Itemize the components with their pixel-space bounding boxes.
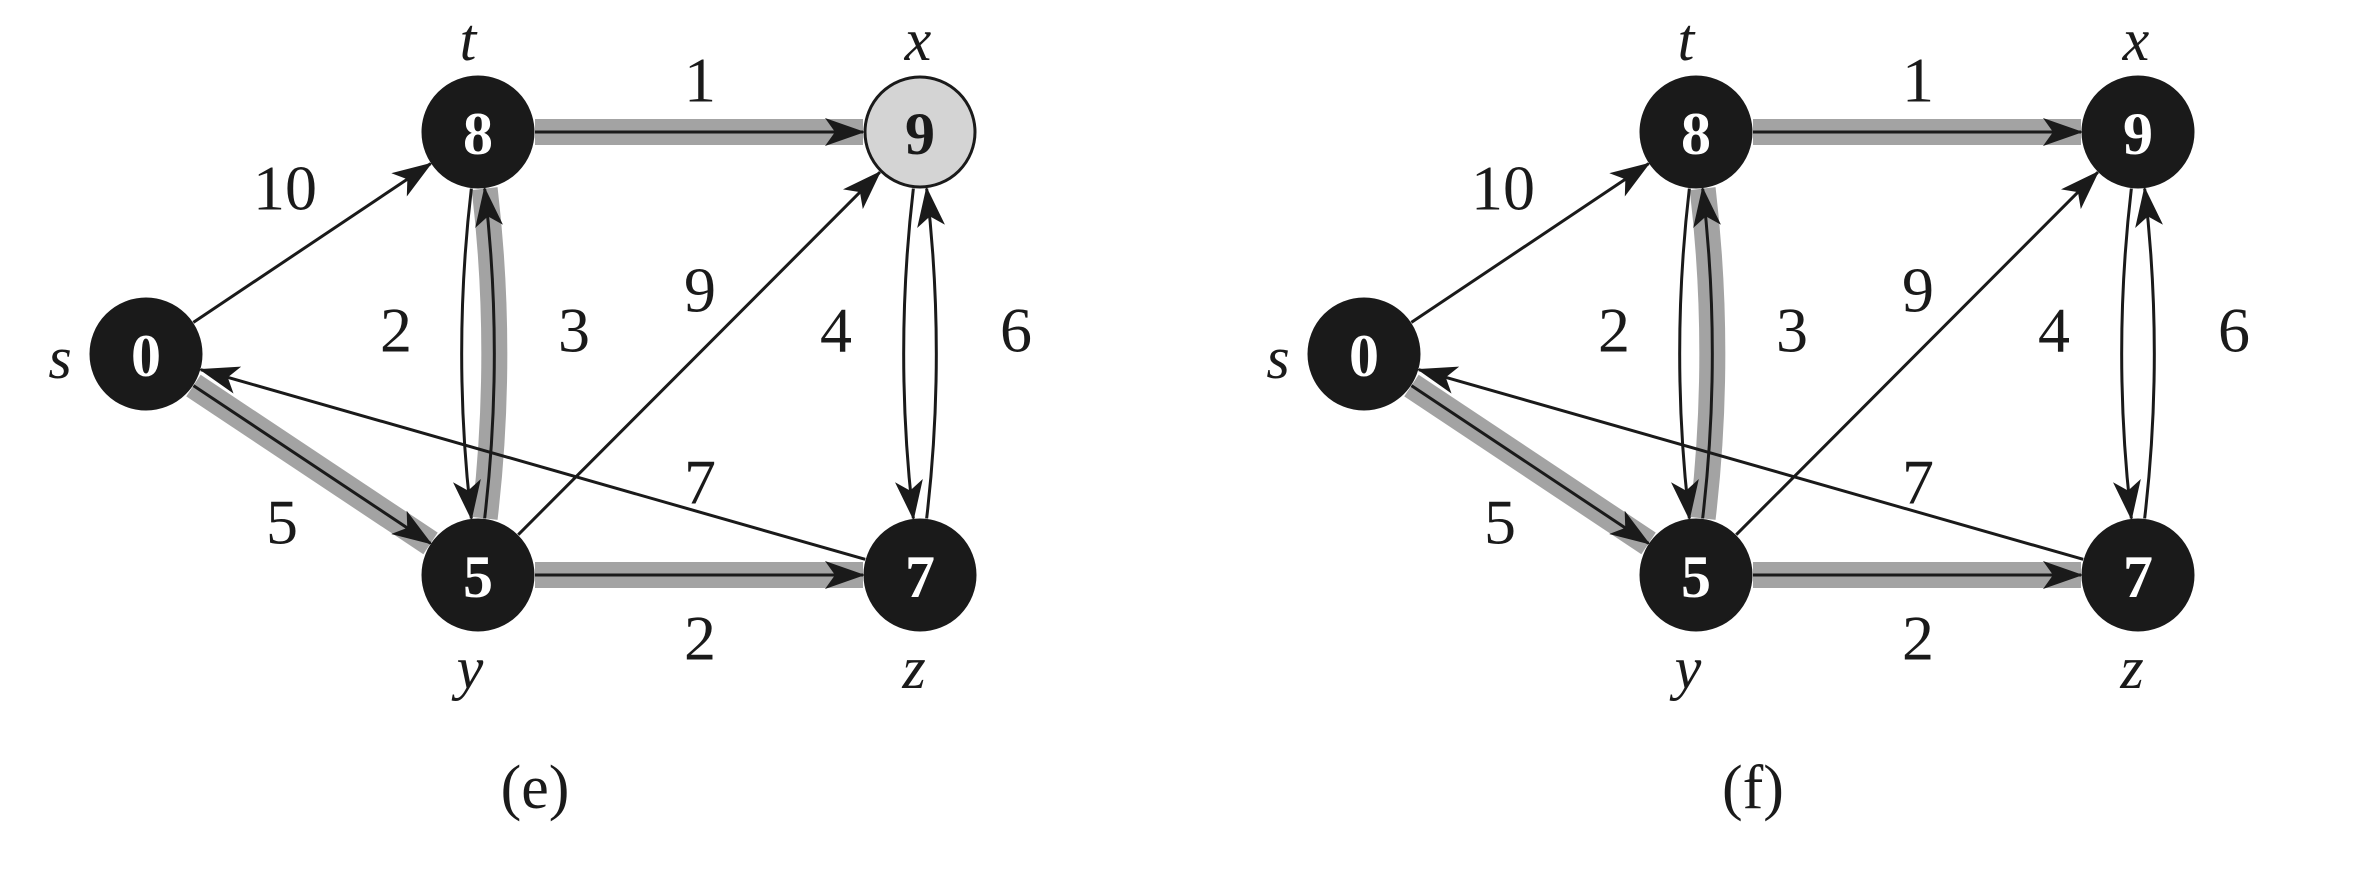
vertex-distance-s: 0 (1349, 323, 1379, 389)
edge-s-t (192, 162, 433, 324)
vertex-label-z: z (2119, 635, 2143, 701)
edge-weight-y-t: 3 (558, 295, 590, 366)
vertex-distance-x: 9 (2123, 101, 2153, 167)
edge-z-s (198, 366, 866, 561)
vertex-distance-t: 8 (1681, 101, 1711, 167)
vertex-label-x: x (904, 7, 932, 73)
edge-weight-y-z: 2 (684, 603, 716, 674)
vertex-y (1639, 518, 1753, 632)
edge-t-y (1671, 188, 1699, 521)
edge-x-z (2113, 188, 2141, 521)
edge-z-s (1416, 366, 2084, 561)
edge-weight-s-t: 10 (253, 153, 317, 224)
edge-weight-z-x: 6 (2218, 295, 2250, 366)
edge-z-x (917, 186, 945, 519)
edge-y-t (1693, 186, 1721, 519)
vertex-distance-z: 7 (905, 544, 935, 610)
edge-weight-y-z: 2 (1902, 603, 1934, 674)
vertex-z (863, 518, 977, 632)
edge-weight-y-t: 3 (1776, 295, 1808, 366)
vertex-y (421, 518, 535, 632)
panel-e: 10 5 1 2 3 9 2 4 6 7 0s 8 t 9 x 5 y 7 z (e) (48, 7, 1032, 822)
vertex-distance-y: 5 (1681, 544, 1711, 610)
vertex-label-s: s (48, 325, 71, 391)
vertex-label-x: x (2122, 7, 2150, 73)
edge-x-z (895, 188, 923, 521)
vertex-x (2081, 75, 2195, 189)
vertex-distance-y: 5 (463, 544, 493, 610)
vertex-s (1307, 297, 1421, 411)
vertex-label-s: s (1266, 325, 1289, 391)
edge-weight-s-t: 10 (1471, 153, 1535, 224)
vertex-label-y: y (451, 635, 484, 701)
edge-weight-x-z: 4 (820, 295, 852, 366)
vertex-label-y: y (1669, 635, 1702, 701)
edge-s-y (192, 384, 433, 545)
edge-s-y (1410, 384, 1651, 545)
vertex-distance-z: 7 (2123, 544, 2153, 610)
vertex-distance-t: 8 (463, 101, 493, 167)
edge-weight-t-y: 2 (1598, 295, 1630, 366)
vertex-t (421, 75, 535, 189)
vertex-t (1639, 75, 1753, 189)
vertex-z (2081, 518, 2195, 632)
edge-y-x (517, 170, 882, 536)
edge-weight-y-x: 9 (1902, 255, 1934, 326)
panel-caption: (f) (1722, 754, 1784, 822)
edge-weight-t-x: 1 (684, 45, 716, 116)
edge-weight-t-x: 1 (1902, 45, 1934, 116)
edge-z-x (2135, 186, 2163, 519)
vertex-x (863, 75, 977, 189)
vertex-s (89, 297, 203, 411)
vertex-label-t: t (1678, 7, 1696, 73)
edge-weight-z-s: 7 (1902, 447, 1934, 518)
edge-t-y (453, 188, 481, 521)
edge-s-t (1410, 162, 1651, 324)
edge-weight-z-x: 6 (1000, 295, 1032, 366)
edge-weight-x-z: 4 (2038, 295, 2070, 366)
vertex-label-z: z (901, 635, 925, 701)
edge-y-t (475, 186, 503, 519)
panel-caption: (e) (501, 754, 570, 822)
vertex-label-t: t (460, 7, 478, 73)
vertex-distance-s: 0 (131, 323, 161, 389)
panel-f: 10 5 1 2 3 9 2 4 6 7 0s 8 t 9 x 5 y 7 z (f) (1266, 7, 2250, 822)
edge-weight-z-s: 7 (684, 447, 716, 518)
vertex-distance-x: 9 (905, 101, 935, 167)
edge-weight-s-y: 5 (266, 487, 298, 558)
edge-weight-y-x: 9 (684, 255, 716, 326)
edge-weight-t-y: 2 (380, 295, 412, 366)
edge-weight-s-y: 5 (1484, 487, 1516, 558)
edge-y-x (1735, 170, 2100, 536)
